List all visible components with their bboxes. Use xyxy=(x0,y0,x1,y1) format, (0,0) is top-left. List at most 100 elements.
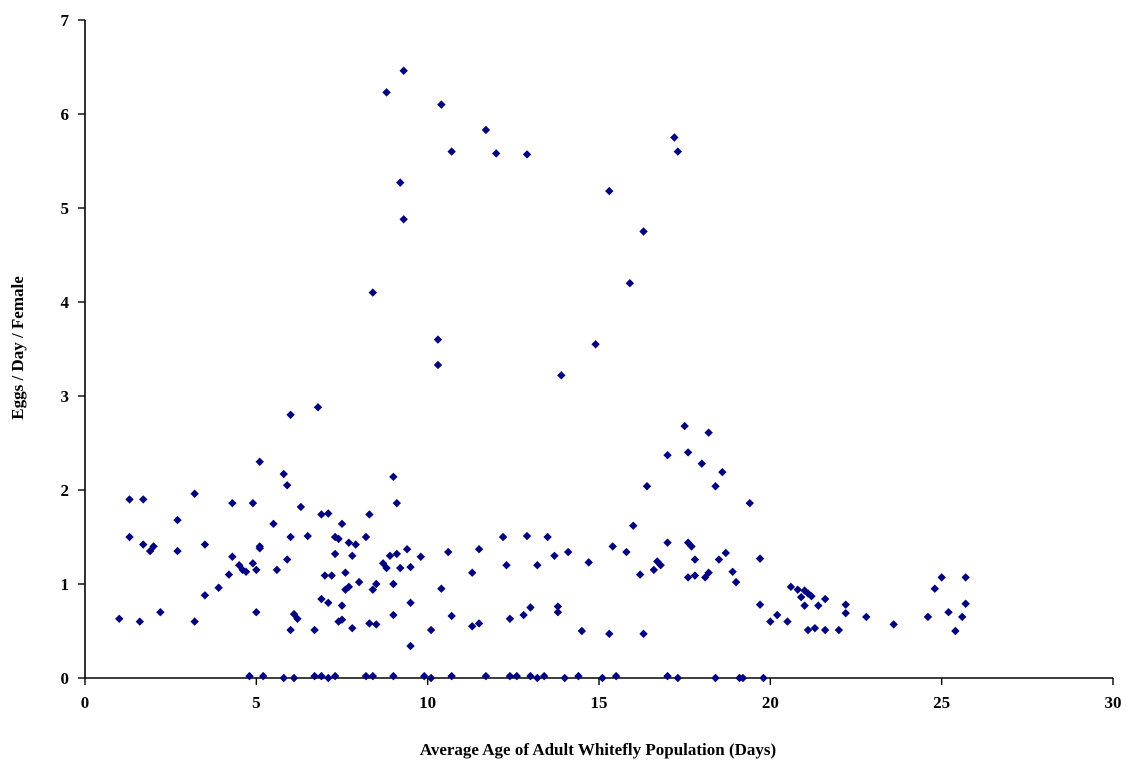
data-point xyxy=(526,603,535,612)
data-point xyxy=(447,147,456,156)
data-point xyxy=(803,625,813,635)
data-point xyxy=(447,671,456,681)
data-point xyxy=(711,673,720,683)
data-point xyxy=(605,186,614,196)
data-point xyxy=(324,598,333,607)
data-point xyxy=(639,227,648,236)
data-point xyxy=(519,610,528,620)
y-tick-label: 6 xyxy=(61,105,70,124)
data-point xyxy=(642,482,652,491)
data-point xyxy=(361,671,371,681)
data-point xyxy=(539,671,549,681)
data-point xyxy=(505,671,515,681)
data-point xyxy=(272,565,282,575)
data-point xyxy=(248,498,258,508)
data-point xyxy=(951,626,960,636)
data-point xyxy=(745,498,754,508)
data-point xyxy=(406,598,415,607)
data-point xyxy=(389,472,398,482)
data-point xyxy=(755,600,765,609)
data-point xyxy=(800,601,809,610)
x-axis-label: Average Age of Adult Whitefly Population… xyxy=(420,740,776,759)
data-point xyxy=(324,673,333,683)
data-point xyxy=(820,625,830,635)
data-point xyxy=(396,178,405,187)
data-point xyxy=(245,671,254,681)
data-point xyxy=(334,534,343,544)
data-point xyxy=(862,612,871,622)
data-point xyxy=(474,545,484,554)
data-point xyxy=(820,594,830,604)
axes xyxy=(84,20,1113,679)
data-point xyxy=(156,608,165,617)
data-point xyxy=(653,557,662,566)
data-point xyxy=(228,552,237,561)
data-point xyxy=(673,673,683,683)
x-tick-label: 25 xyxy=(933,693,950,712)
data-point xyxy=(228,498,237,508)
data-point xyxy=(303,531,312,541)
x-tick-label: 30 xyxy=(1105,693,1122,712)
y-tick-label: 2 xyxy=(61,481,70,500)
data-point xyxy=(553,602,563,611)
y-tick-label: 1 xyxy=(61,575,70,594)
data-point xyxy=(310,671,319,681)
data-point xyxy=(389,671,398,681)
data-point xyxy=(313,403,323,412)
data-point xyxy=(200,591,210,600)
data-point xyxy=(279,469,288,479)
data-point xyxy=(348,551,357,560)
data-point xyxy=(173,546,182,556)
y-tick-label: 3 xyxy=(61,387,70,406)
data-point xyxy=(889,620,898,629)
data-point xyxy=(577,626,587,636)
data-point xyxy=(258,671,268,681)
data-point xyxy=(337,601,347,610)
data-point xyxy=(125,532,134,542)
data-point xyxy=(841,608,850,618)
data-point xyxy=(365,619,374,628)
data-point xyxy=(248,559,258,568)
data-point xyxy=(351,540,360,549)
data-point xyxy=(149,542,158,551)
data-point xyxy=(406,641,415,651)
data-point xyxy=(522,150,532,159)
data-point xyxy=(200,540,210,549)
data-point xyxy=(241,567,251,576)
data-point xyxy=(135,617,145,626)
data-point xyxy=(330,671,340,681)
data-point xyxy=(481,125,491,135)
data-point xyxy=(663,538,672,547)
data-point xyxy=(690,571,700,580)
data-point xyxy=(697,459,706,468)
data-point xyxy=(772,610,782,620)
data-point xyxy=(385,551,395,560)
x-tick-label: 10 xyxy=(419,693,436,712)
data-point xyxy=(680,421,689,431)
data-point xyxy=(663,451,672,460)
data-point xyxy=(704,568,713,577)
data-point xyxy=(807,592,816,601)
data-point xyxy=(563,547,573,557)
data-point xyxy=(526,671,535,681)
data-point xyxy=(687,542,696,551)
data-point xyxy=(663,671,672,681)
data-point xyxy=(796,592,806,602)
data-point xyxy=(930,584,940,593)
data-point xyxy=(550,551,559,560)
data-point xyxy=(368,671,378,681)
data-point xyxy=(800,586,809,595)
data-point xyxy=(755,554,765,563)
data-point xyxy=(286,625,295,635)
data-point xyxy=(502,561,511,570)
data-point xyxy=(814,601,823,610)
data-point xyxy=(711,482,720,491)
data-point xyxy=(468,622,477,631)
data-point xyxy=(341,568,350,577)
data-point xyxy=(416,552,426,561)
data-point xyxy=(834,625,844,635)
data-point xyxy=(317,510,326,519)
data-points xyxy=(115,66,970,683)
y-tick-label: 4 xyxy=(61,293,70,312)
data-point xyxy=(608,542,617,551)
